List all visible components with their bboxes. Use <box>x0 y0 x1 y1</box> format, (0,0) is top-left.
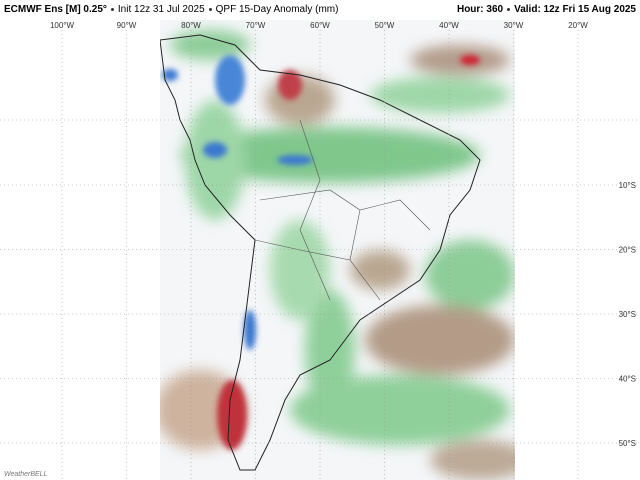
lat-label: 40°S <box>619 375 636 384</box>
lat-label: 10°S <box>619 181 636 190</box>
model-name: ECMWF Ens [M] 0.25° <box>4 4 107 15</box>
lat-label: 30°S <box>619 310 636 319</box>
lon-label: 20°W <box>568 21 588 30</box>
lat-label: 20°S <box>619 246 636 255</box>
lon-label: 40°W <box>439 21 459 30</box>
lon-label: 80°W <box>181 21 201 30</box>
lon-label: 30°W <box>504 21 524 30</box>
axis-labels: 100°W 90°W 80°W 70°W 60°W 50°W 40°W 30°W 20°W 10°… <box>50 21 636 448</box>
logo: WeatherBELL <box>4 471 48 478</box>
lon-label: 100°W <box>50 21 75 30</box>
header-bar: ECMWF Ens [M] 0.25° Init 12z 31 Jul 2025 Q… <box>0 0 640 20</box>
header-left: ECMWF Ens [M] 0.25° Init 12z 31 Jul 2025 Q… <box>4 0 338 20</box>
product-name: QPF 15-Day Anomaly (mm) <box>215 4 339 15</box>
lon-label: 60°W <box>310 21 330 30</box>
graticule <box>0 30 640 480</box>
lon-label: 50°W <box>375 21 395 30</box>
lat-label: 50°S <box>619 439 636 448</box>
forecast-hour: Hour: 360 <box>456 4 504 15</box>
valid-time: Valid: 12z Fri 15 Aug 2025 <box>514 4 636 15</box>
anomaly-field <box>160 20 515 480</box>
header-right: Hour: 360 Valid: 12z Fri 15 Aug 2025 <box>457 0 636 20</box>
init-time: Init 12z 31 Jul 2025 <box>117 4 205 15</box>
lon-label: 70°W <box>246 21 266 30</box>
lon-label: 90°W <box>117 21 137 30</box>
